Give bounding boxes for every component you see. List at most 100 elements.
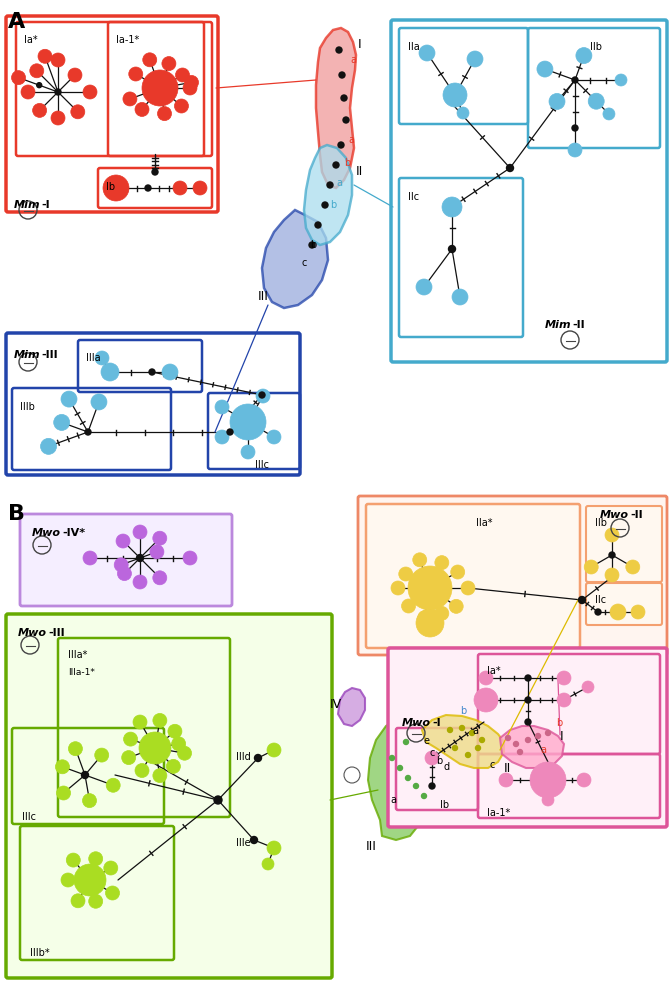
Text: -I: -I <box>432 718 441 728</box>
Circle shape <box>397 766 403 771</box>
Circle shape <box>408 566 452 610</box>
Circle shape <box>104 861 118 875</box>
Text: A: A <box>8 12 25 32</box>
Circle shape <box>183 81 197 95</box>
Text: d: d <box>444 762 450 772</box>
Circle shape <box>133 525 147 539</box>
Circle shape <box>116 534 130 548</box>
Circle shape <box>460 725 464 730</box>
FancyBboxPatch shape <box>586 583 662 625</box>
Circle shape <box>250 836 258 843</box>
Circle shape <box>95 748 109 762</box>
Circle shape <box>476 746 480 751</box>
Text: IV: IV <box>330 698 342 711</box>
Circle shape <box>474 688 498 712</box>
Circle shape <box>133 575 147 589</box>
Text: -III: -III <box>48 628 64 638</box>
Circle shape <box>505 735 511 740</box>
Circle shape <box>435 556 449 569</box>
Circle shape <box>183 551 197 565</box>
Polygon shape <box>262 210 328 308</box>
Circle shape <box>267 841 281 855</box>
Circle shape <box>101 363 119 381</box>
FancyBboxPatch shape <box>6 614 332 978</box>
Circle shape <box>38 50 52 63</box>
Text: IIa*: IIa* <box>476 518 493 528</box>
Text: Ib: Ib <box>440 800 449 810</box>
Circle shape <box>33 103 46 117</box>
Circle shape <box>66 853 81 867</box>
Circle shape <box>341 95 347 101</box>
Text: IIIc: IIIc <box>22 812 36 822</box>
Circle shape <box>609 552 615 558</box>
Circle shape <box>525 697 531 703</box>
Circle shape <box>71 105 85 119</box>
Circle shape <box>499 773 513 787</box>
Circle shape <box>172 737 186 751</box>
Circle shape <box>416 609 444 637</box>
Text: I: I <box>560 730 564 743</box>
Circle shape <box>153 713 167 727</box>
Circle shape <box>158 106 172 121</box>
Text: -II: -II <box>630 510 643 520</box>
Text: Ia-1*: Ia-1* <box>487 808 510 818</box>
Circle shape <box>256 389 270 403</box>
Text: e: e <box>424 736 430 746</box>
FancyBboxPatch shape <box>366 504 580 648</box>
Circle shape <box>91 394 107 410</box>
Text: b: b <box>344 158 350 168</box>
Circle shape <box>631 605 645 619</box>
Circle shape <box>549 93 565 109</box>
Circle shape <box>517 750 523 755</box>
Circle shape <box>153 769 167 783</box>
Circle shape <box>215 400 229 414</box>
Text: -III: -III <box>41 350 58 360</box>
Polygon shape <box>368 718 424 840</box>
Circle shape <box>413 784 419 789</box>
Circle shape <box>401 599 415 613</box>
Text: Mwo: Mwo <box>402 718 431 728</box>
Circle shape <box>121 751 136 765</box>
Circle shape <box>173 181 187 195</box>
Circle shape <box>153 531 167 546</box>
Circle shape <box>55 89 61 95</box>
Text: IIIa: IIIa <box>86 353 101 363</box>
Circle shape <box>605 568 619 582</box>
Circle shape <box>123 732 138 746</box>
Circle shape <box>105 886 119 900</box>
Circle shape <box>416 279 432 295</box>
Circle shape <box>572 125 578 131</box>
Circle shape <box>421 794 427 799</box>
Circle shape <box>150 545 164 558</box>
Text: a: a <box>336 178 342 188</box>
Text: b: b <box>310 240 316 250</box>
Circle shape <box>136 555 144 561</box>
Text: III: III <box>258 290 269 303</box>
Circle shape <box>174 99 189 113</box>
Text: b: b <box>436 756 442 766</box>
Circle shape <box>399 567 413 581</box>
FancyBboxPatch shape <box>358 496 667 655</box>
Circle shape <box>418 610 432 625</box>
Text: a: a <box>350 55 356 65</box>
Circle shape <box>513 741 519 747</box>
Circle shape <box>153 570 167 585</box>
Text: IIb: IIb <box>595 518 607 528</box>
Text: c: c <box>302 258 307 268</box>
Circle shape <box>443 83 467 107</box>
Circle shape <box>626 560 639 574</box>
Circle shape <box>135 102 149 116</box>
Text: b: b <box>556 718 562 728</box>
Circle shape <box>61 873 75 887</box>
Text: c: c <box>490 760 495 770</box>
Circle shape <box>89 852 103 866</box>
Circle shape <box>452 289 468 305</box>
Circle shape <box>435 606 449 620</box>
Text: IIIa-1*: IIIa-1* <box>68 668 95 677</box>
Circle shape <box>83 794 97 807</box>
Circle shape <box>230 404 266 440</box>
Circle shape <box>83 85 97 99</box>
Circle shape <box>185 75 199 89</box>
Circle shape <box>103 175 129 201</box>
Circle shape <box>429 783 435 789</box>
